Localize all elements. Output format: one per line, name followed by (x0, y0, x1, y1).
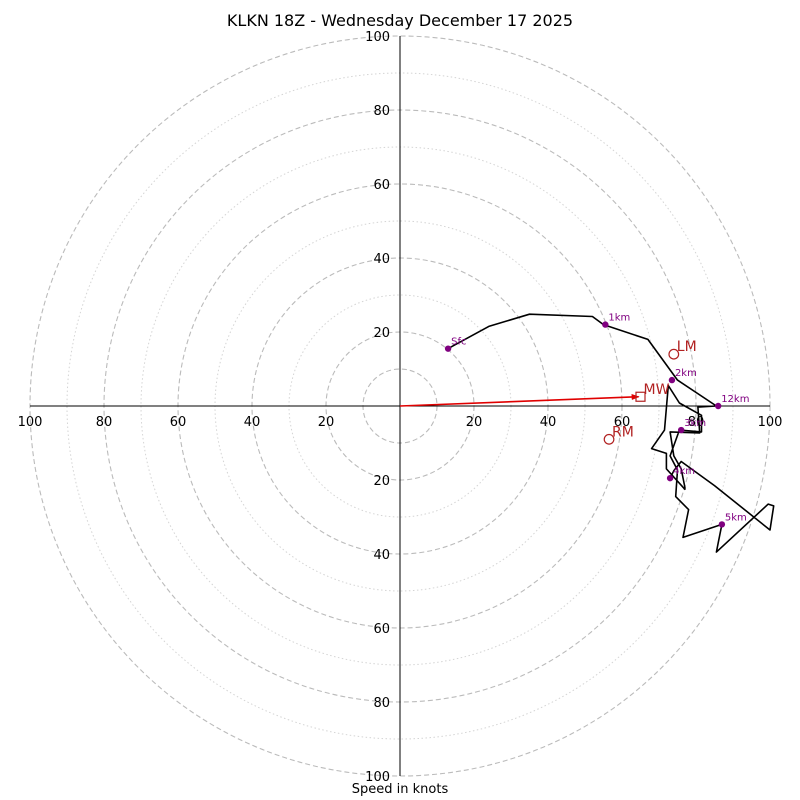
x-tick-label: 40 (244, 415, 261, 430)
hodograph-line (447, 313, 775, 553)
height-label-4km: 4km (673, 466, 695, 477)
storm-motion-label-mw: MW (644, 382, 670, 398)
y-tick-label: 40 (373, 252, 390, 267)
x-tick-label: 80 (96, 415, 113, 430)
height-label-12km: 12km (721, 394, 749, 405)
y-tick-label: 60 (373, 178, 390, 193)
storm-motion-marker-rm (603, 433, 615, 445)
height-label-2km: 2km (675, 368, 697, 379)
height-marker-1km (602, 321, 609, 328)
height-marker-2km (668, 376, 676, 384)
x-tick-label: 60 (170, 415, 187, 430)
height-label-5km: 5km (725, 512, 747, 523)
height-label-3km: 3km (684, 418, 706, 429)
height-marker-5km (718, 521, 726, 528)
y-tick-label: 80 (373, 104, 390, 119)
shear-vector-arrow (399, 394, 640, 407)
x-tick-label: 40 (540, 415, 557, 430)
hodograph-trace (447, 313, 775, 553)
storm-motion-marker-mw (635, 391, 646, 402)
y-tick-label: 20 (373, 326, 390, 341)
height-marker-12km (715, 402, 722, 410)
x-axis-label: Speed in knots (351, 782, 449, 797)
y-tick-label: 80 (373, 696, 390, 711)
height-label-sfc: Sfc (451, 337, 466, 348)
x-tick-label: 100 (758, 415, 783, 430)
x-tick-label: 20 (466, 415, 483, 430)
y-tick-label: 100 (365, 770, 390, 785)
storm-motion-markers: LM MW RM (603, 339, 697, 445)
storm-motion-label-rm: RM (612, 424, 634, 440)
y-tick-label: 20 (373, 474, 390, 489)
x-tick-label: 20 (318, 415, 335, 430)
y-tick-label: 60 (373, 622, 390, 637)
shear-vector (399, 394, 640, 407)
height-label-1km: 1km (608, 313, 630, 324)
y-tick-label: 40 (373, 548, 390, 563)
x-tick-label: 80 (688, 415, 705, 430)
height-marker-sfc (444, 345, 452, 352)
y-tick-label: 100 (365, 30, 390, 45)
tick-labels: 100 80 60 40 20 20 40 60 80 100 100 80 60 40 20 20 40 60 8… (18, 30, 783, 785)
storm-motion-marker-lm (668, 348, 680, 360)
storm-motion-label-lm: LM (677, 339, 697, 355)
chart-title: KLKN 18Z - Wednesday December 17 2025 (226, 11, 574, 30)
height-marker-3km (678, 426, 685, 434)
x-tick-label: 60 (614, 415, 631, 430)
height-marker-4km (666, 474, 674, 482)
height-markers: Sfc 1km 2km 12km 3km 4km 5km (444, 313, 749, 528)
x-tick-label: 100 (18, 415, 43, 430)
